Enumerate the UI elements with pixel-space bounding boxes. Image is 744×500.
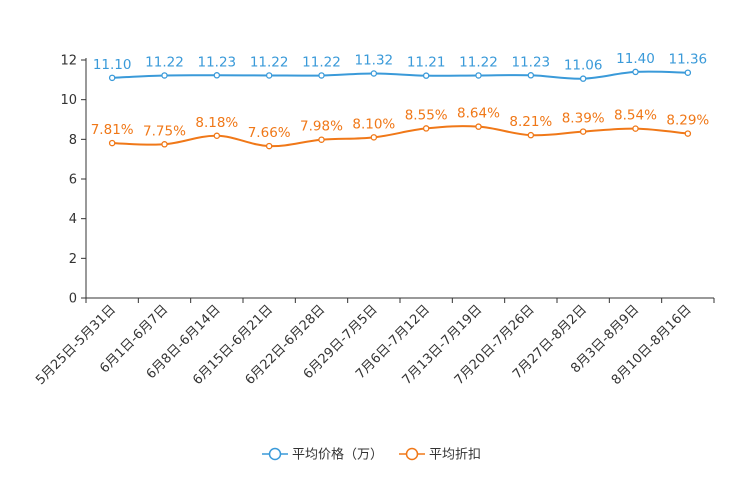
data-point[interactable] <box>318 136 325 143</box>
data-label: 11.22 <box>250 54 289 70</box>
data-point[interactable] <box>265 142 273 150</box>
y-tick-label: 2 <box>69 252 77 267</box>
data-point[interactable] <box>475 72 482 79</box>
data-label: 8.39% <box>562 111 605 127</box>
y-tick-label: 0 <box>69 292 77 307</box>
data-label: 7.81% <box>91 122 134 138</box>
data-label: 11.36 <box>669 52 708 68</box>
legend-marker-icon <box>405 447 419 461</box>
data-point[interactable] <box>422 125 430 132</box>
data-point[interactable] <box>527 72 535 79</box>
legend-item-avg-discount[interactable]: 平均折扣 <box>399 448 481 463</box>
data-label: 7.66% <box>248 125 291 141</box>
series-avg-discount: 7.81% 7.75% 8.18% 7.66% 7.98% 8.10% 8.55% 8.64%… <box>91 106 709 150</box>
legend-marker-icon <box>268 447 282 461</box>
data-point[interactable] <box>213 132 221 140</box>
data-label: 11.06 <box>564 58 603 74</box>
data-label: 11.22 <box>459 54 498 70</box>
data-label: 11.10 <box>93 57 132 73</box>
legend-label: 平均折扣 <box>429 448 481 463</box>
data-label: 11.23 <box>512 54 551 70</box>
data-point[interactable] <box>684 130 692 137</box>
data-point[interactable] <box>161 141 168 148</box>
data-label: 8.64% <box>457 106 500 122</box>
data-label: 8.18% <box>195 115 238 131</box>
data-label: 11.23 <box>198 54 237 70</box>
data-point[interactable] <box>475 123 482 130</box>
data-point[interactable] <box>579 75 587 82</box>
data-label: 11.21 <box>407 55 446 71</box>
series-line <box>112 70 688 80</box>
data-point[interactable] <box>318 72 325 79</box>
y-tick-label: 6 <box>69 173 77 188</box>
legend[interactable]: 平均价格（万） 平均折扣 <box>262 447 481 463</box>
data-label: 7.98% <box>300 119 343 135</box>
data-point[interactable] <box>265 72 273 79</box>
data-label: 11.40 <box>616 51 655 67</box>
series-line <box>112 125 688 148</box>
data-label: 8.21% <box>509 114 552 130</box>
data-point[interactable] <box>370 70 378 77</box>
data-point[interactable] <box>422 72 430 79</box>
data-label: 11.32 <box>355 52 394 68</box>
series-layer: 11.10 11.22 11.23 11.22 11.22 11.32 11.21 11.22… <box>91 51 709 150</box>
data-label: 8.54% <box>614 108 657 124</box>
data-point[interactable] <box>370 134 378 141</box>
data-point[interactable] <box>527 131 535 139</box>
y-tick-label: 10 <box>60 93 77 108</box>
data-label: 7.75% <box>143 123 186 139</box>
data-label: 11.22 <box>145 54 184 70</box>
data-point[interactable] <box>632 68 639 76</box>
axes: 0246810125月25日-5月31日6月1日-6月7日6月8日-6月14日6… <box>33 54 715 388</box>
data-point[interactable] <box>579 128 587 135</box>
data-point[interactable] <box>213 72 221 79</box>
y-tick-label: 4 <box>69 212 77 227</box>
legend-label: 平均价格（万） <box>292 447 383 463</box>
data-label: 8.55% <box>405 107 448 123</box>
data-label: 11.22 <box>302 54 341 70</box>
data-point[interactable] <box>161 72 168 79</box>
y-tick-label: 8 <box>69 133 77 148</box>
data-point[interactable] <box>684 69 692 76</box>
data-point[interactable] <box>632 125 639 132</box>
series-avg-price: 11.10 11.22 11.23 11.22 11.22 11.32 11.21 11.22… <box>93 51 708 82</box>
data-point[interactable] <box>108 74 116 82</box>
legend-item-avg-price[interactable]: 平均价格（万） <box>262 447 383 463</box>
data-label: 8.29% <box>666 113 709 129</box>
data-label: 8.10% <box>352 116 395 132</box>
data-point[interactable] <box>108 139 116 147</box>
y-tick-label: 12 <box>60 54 77 69</box>
